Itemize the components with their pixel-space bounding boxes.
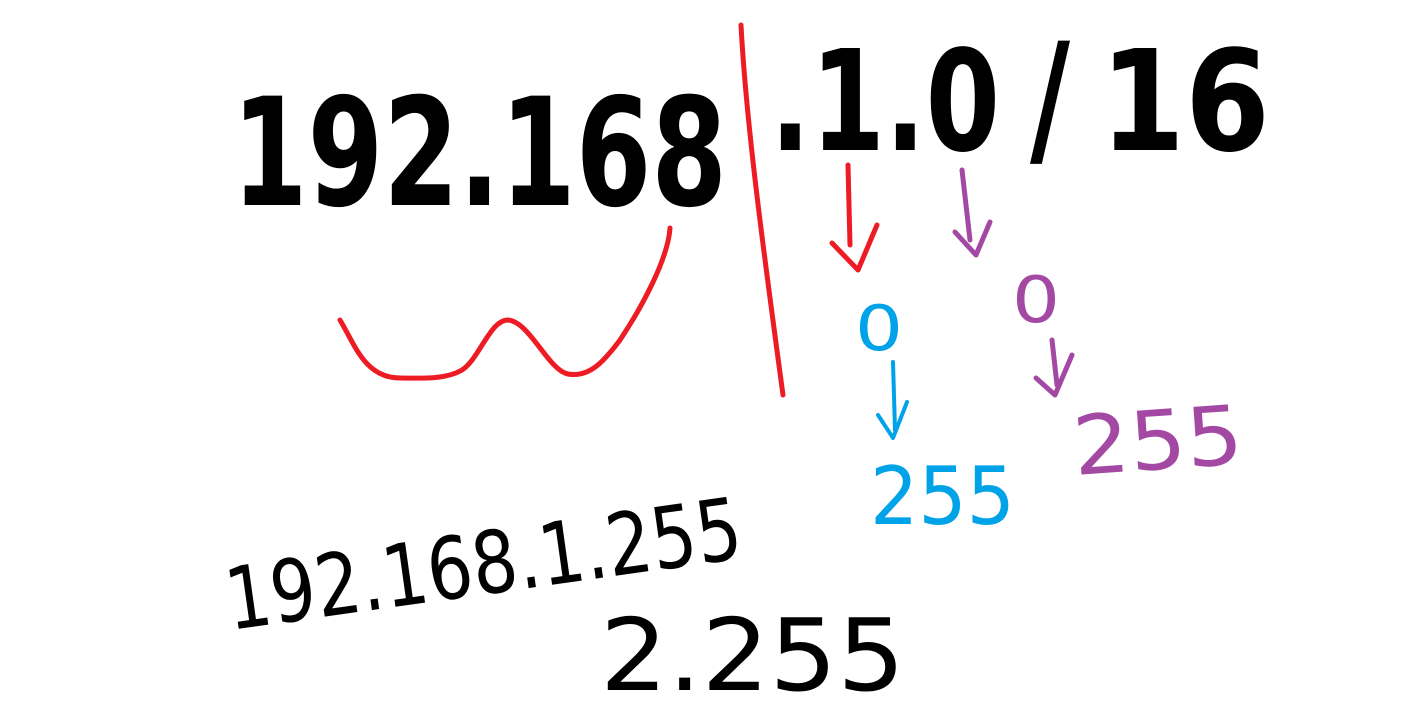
blue-range-high: 255 xyxy=(870,450,1015,543)
blue-arrow-head xyxy=(876,400,909,440)
network-host-divider xyxy=(738,22,786,398)
range-result: 2.255 xyxy=(600,597,905,714)
network-bracket xyxy=(337,225,673,381)
prefix-length: 16 xyxy=(1100,21,1270,184)
purple-arrow2-head xyxy=(1033,352,1075,398)
network-octets: 192.168 xyxy=(232,67,727,241)
red-arrow-shaft xyxy=(845,162,853,248)
red-arrow-head xyxy=(829,222,880,273)
purple-range-high: 255 xyxy=(1070,388,1246,495)
purple-arrow-shaft xyxy=(959,167,973,243)
host-octets: .1.0 xyxy=(770,21,1000,184)
blue-arrow-shaft xyxy=(891,360,897,432)
blue-range-low: 0 xyxy=(855,292,903,365)
purple-arrow2-shaft xyxy=(1049,337,1060,388)
prefix-slash: / xyxy=(1030,12,1070,186)
purple-arrow-head xyxy=(952,219,993,258)
purple-range-low: 0 xyxy=(1012,264,1060,338)
